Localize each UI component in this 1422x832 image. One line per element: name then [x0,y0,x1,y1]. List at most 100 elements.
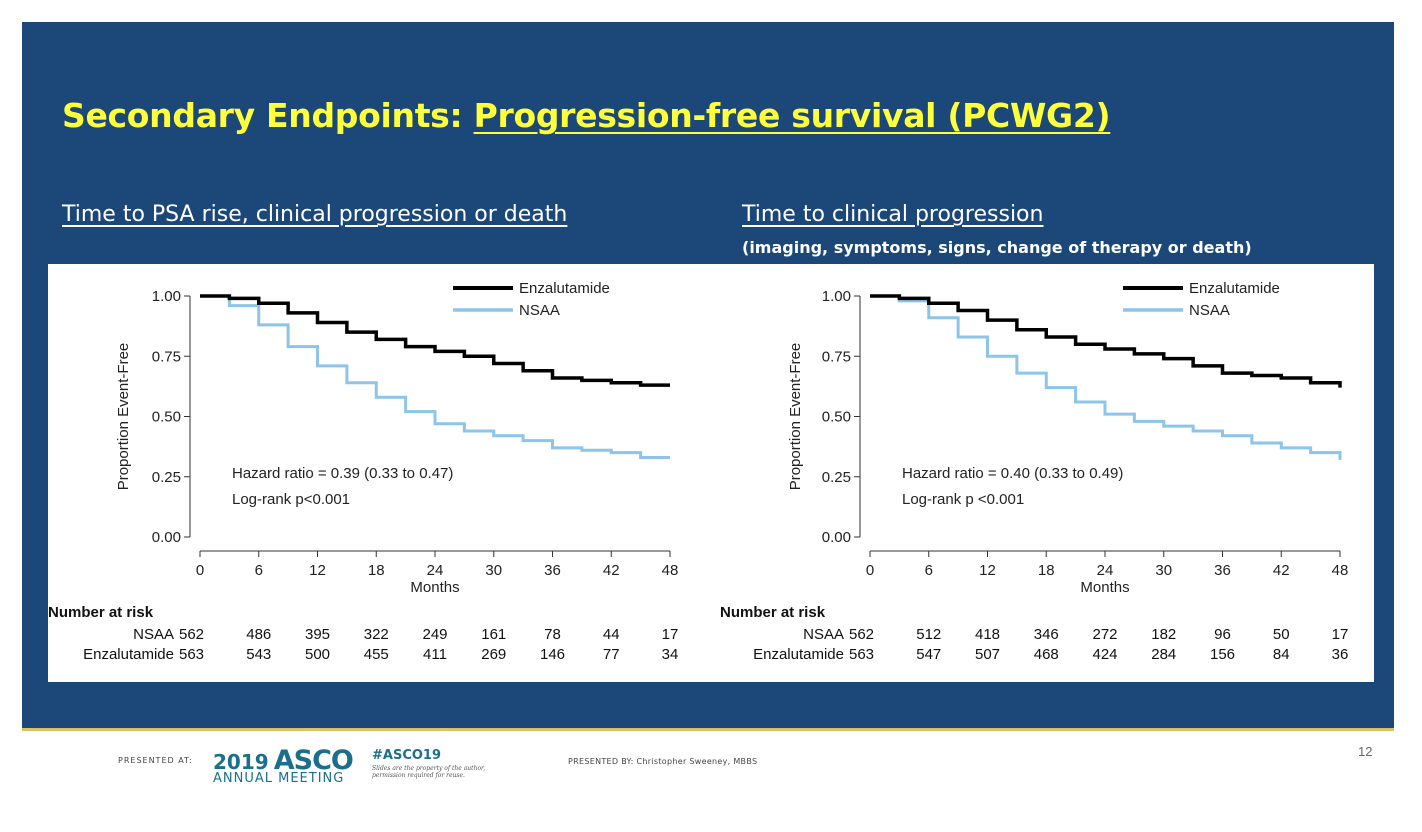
chart2-risk-value: 84 [1273,646,1290,663]
chart1-risk-value: 269 [481,646,506,663]
presented-by: PRESENTED BY: Christopher Sweeney, MBBS [568,757,758,766]
chart1-risk-value: 455 [364,646,389,663]
chart2-risk-value: 563 [849,646,874,663]
chart1-y-axis-label: Proportion Event-Free [115,343,132,491]
chart1-risk-value: 77 [603,646,620,663]
chart2-risk-value: 156 [1210,646,1235,663]
chart2-risk-value: 424 [1092,646,1117,663]
chart2-x-tick-label: 36 [1214,562,1231,579]
chart1-risk-value: 500 [305,646,330,663]
chart2-y-tick-label: 1.00 [822,288,851,305]
chart1-y-tick-label: 0.25 [152,469,181,486]
chart2-x-tick-label: 42 [1273,562,1290,579]
chart2-y-axis-label: Proportion Event-Free [787,343,804,491]
chart2-y-tick-label: 0.75 [822,348,851,365]
right-chart-subtitle: Time to clinical progression [742,202,1044,227]
asco-logo: 2019 ASCO ANNUAL MEETING [213,745,354,786]
right-chart-note: (imaging, symptoms, signs, change of the… [742,238,1252,257]
hashtag: #ASCO19 [372,748,441,763]
chart1-risk-value: 34 [662,646,679,663]
chart2-series-enzalutamide-line [870,294,1342,388]
km-charts: 0.00 0.25 0.50 0.75 1.00 0 6 12 18 24 30 36 42 48 Mont… [48,280,1349,663]
chart1-risk-value: 395 [305,626,330,643]
chart2-legend-enzalutamide-label: Enzalutamide [1189,280,1280,297]
chart2-risk-row-label: Enzalutamide [753,646,844,663]
chart2-y-tick-label: 0.00 [822,529,851,546]
chart2-risk-value: 512 [916,626,941,643]
chart1-y-tick-label: 0.75 [152,348,181,365]
chart1-risk-value: 563 [179,646,204,663]
chart1-x-tick-label: 30 [485,562,502,579]
presented-at-label: PRESENTED AT: [118,756,193,765]
chart2-y-tick-label: 0.50 [822,409,851,426]
chart2-x-tick-label: 12 [979,562,996,579]
chart2-x-tick-label: 6 [925,562,933,579]
chart2-risk-value: 418 [975,626,1000,643]
hashtag-note: Slides are the property of the author, p… [372,765,486,779]
chart1-y-tick-label: 0.50 [152,409,181,426]
chart1-annotation: Hazard ratio = 0.39 (0.33 to 0.47) [232,465,453,482]
chart2-risk-value: 96 [1214,626,1231,643]
chart2-x-tick-label: 30 [1155,562,1172,579]
logo-name: ASCO [273,745,354,776]
logo-year: 2019 [213,750,269,774]
chart2-risk-value: 182 [1151,626,1176,643]
chart1-annotation: Log-rank p<0.001 [232,491,350,508]
chart1-risk-value: 161 [481,626,506,643]
page-number: 12 [1358,744,1373,759]
chart1-risk-value: 543 [246,646,271,663]
chart2-risk-value: 17 [1332,626,1349,643]
chart1-x-tick-label: 12 [309,562,326,579]
chart1-risk-value: 146 [540,646,565,663]
chart1-risk-value: 411 [423,646,447,663]
chart2-risk-value: 468 [1034,646,1059,663]
slide-title: Secondary Endpoints: Progression-free su… [62,96,1111,135]
chart1-x-tick-label: 48 [662,562,679,579]
chart2-x-tick-label: 18 [1038,562,1055,579]
chart2-risk-value: 562 [849,626,874,643]
chart2-risk-value: 547 [916,646,941,663]
chart1-risk-table-title: Number at risk [48,604,154,621]
chart2-series-nsaa-line [870,294,1342,460]
chart1-risk-value: 44 [603,626,620,643]
chart2-risk-table-title: Number at risk [720,604,826,621]
chart2-x-tick-label: 24 [1097,562,1114,579]
chart2-risk-value: 50 [1273,626,1290,643]
chart1-x-tick-label: 6 [255,562,263,579]
chart1-y-tick-label: 0.00 [152,529,181,546]
chart1-series-enzalutamide-line [200,294,670,387]
chart2-x-tick-label: 48 [1332,562,1349,579]
chart1-risk-value: 249 [422,626,447,643]
chart2-annotation: Log-rank p <0.001 [902,491,1024,508]
chart2-risk-value: 346 [1034,626,1059,643]
chart2-risk-value: 36 [1332,646,1349,663]
chart1-x-tick-label: 24 [427,562,444,579]
chart1-risk-row-label: NSAA [133,626,174,643]
chart1-y-tick-label: 1.00 [152,288,181,305]
chart1-x-tick-label: 18 [368,562,385,579]
chart2-x-tick-label: 0 [866,562,874,579]
chart1-x-tick-label: 42 [603,562,620,579]
chart1-legend-enzalutamide-label: Enzalutamide [519,280,610,297]
chart1-x-tick-label: 0 [196,562,204,579]
chart1-risk-value: 17 [662,626,679,643]
chart1-legend-nsaa-label: NSAA [519,302,560,319]
chart1-risk-value: 322 [364,626,389,643]
logo-sub: ANNUAL MEETING [213,771,345,786]
footer-divider [22,728,1394,731]
chart2-y-tick-label: 0.25 [822,469,851,486]
chart2-legend-nsaa-label: NSAA [1189,302,1230,319]
chart2-risk-row-label: NSAA [803,626,844,643]
chart1-risk-row-label: Enzalutamide [83,646,174,663]
title-prefix: Secondary Endpoints: [62,96,474,135]
chart1-risk-value: 562 [179,626,204,643]
chart2-annotation: Hazard ratio = 0.40 (0.33 to 0.49) [902,465,1123,482]
chart1-series-nsaa-line [200,294,670,459]
chart1-x-tick-label: 36 [544,562,561,579]
chart1-risk-value: 78 [544,626,561,643]
chart2-x-axis-label: Months [1080,579,1129,596]
chart1-x-axis-label: Months [410,579,459,596]
chart1-risk-value: 486 [246,626,271,643]
chart-panel: 0.00 0.25 0.50 0.75 1.00 0 6 12 18 24 30 36 42 48 Mont… [48,264,1374,682]
chart2-risk-value: 507 [975,646,1000,663]
